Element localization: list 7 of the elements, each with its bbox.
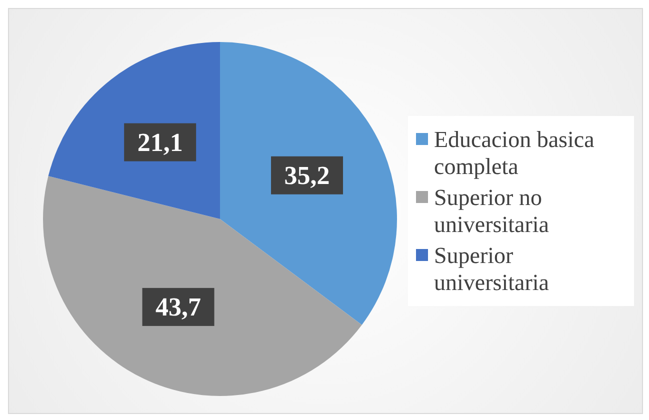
- data-label: 21,1: [137, 128, 183, 157]
- legend-label: Superior no universitaria: [434, 184, 550, 238]
- legend-label: Superior universitaria: [434, 242, 550, 296]
- data-label: 35,2: [284, 160, 330, 190]
- pie-slice: [220, 42, 397, 325]
- legend-label: Educacion basica completa: [434, 126, 596, 180]
- data-label: 43,7: [156, 292, 202, 322]
